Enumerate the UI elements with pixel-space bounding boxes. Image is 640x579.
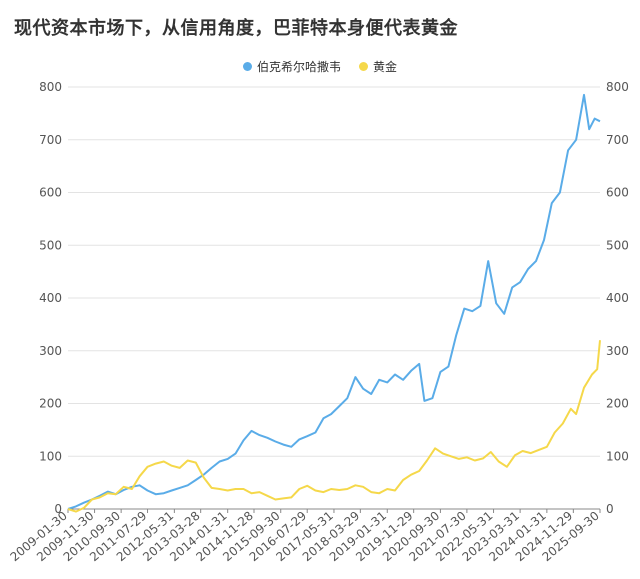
y-tick-label-left: 200 [39, 397, 62, 411]
y-tick-label-left: 800 [39, 80, 62, 94]
legend-marker-berkshire [242, 61, 252, 71]
y-tick-label-right: 100 [606, 449, 629, 463]
y-tick-label-right: 0 [606, 502, 614, 516]
y-tick-label-left: 400 [39, 291, 62, 305]
y-tick-label-right: 300 [606, 344, 629, 358]
y-tick-label-left: 100 [39, 449, 62, 463]
y-tick-label-left: 300 [39, 344, 62, 358]
legend-item-gold[interactable]: 黄金 [359, 56, 397, 76]
y-tick-label-right: 700 [606, 133, 629, 147]
y-tick-label-right: 200 [606, 397, 629, 411]
legend-item-berkshire[interactable]: 伯克希尔哈撒韦 [242, 56, 341, 76]
y-tick-label-right: 400 [606, 291, 629, 305]
y-tick-label-right: 500 [606, 238, 629, 252]
chart-legend: 伯克希尔哈撒韦 黄金 [0, 56, 640, 76]
y-tick-label-left: 600 [39, 186, 62, 200]
y-tick-label-left: 500 [39, 238, 62, 252]
legend-label-gold: 黄金 [373, 59, 398, 74]
legend-label-berkshire: 伯克希尔哈撒韦 [256, 59, 341, 74]
y-tick-label-right: 600 [606, 186, 629, 200]
chart-title: 现代资本市场下，从信用角度，巴菲特本身便代表黄金 [14, 18, 458, 39]
legend-marker-gold [359, 61, 368, 71]
y-tick-label-left: 0 [54, 502, 62, 516]
series-line-berkshire [67, 93, 601, 510]
y-tick-label-left: 700 [39, 133, 62, 147]
y-tick-label-right: 800 [606, 80, 629, 94]
series-line-gold [67, 340, 601, 513]
